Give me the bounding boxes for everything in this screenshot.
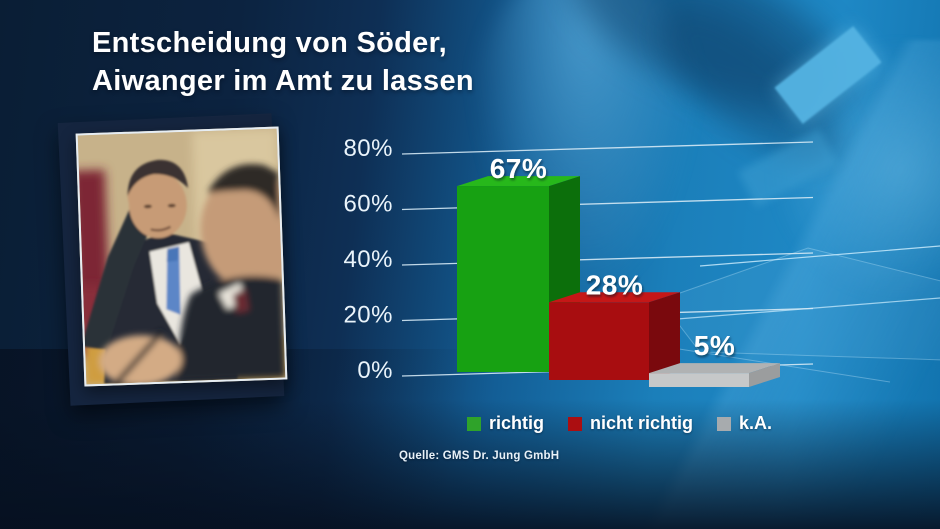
soeder-photo-illustration — [75, 128, 288, 387]
legend-label: richtig — [489, 413, 545, 433]
bar-k-a- — [649, 363, 780, 387]
chart-legend: richtig nicht richtig k.A. — [467, 413, 772, 434]
ytick-60: 60% — [343, 191, 393, 218]
page-title: Entscheidung von Söder, Aiwanger im Amt … — [92, 24, 474, 100]
value-label-nicht-richtig: 28% — [586, 269, 644, 300]
legend-label: k.A. — [739, 413, 773, 433]
value-label-k-a-: 5% — [694, 330, 735, 361]
legend-item-k-a-: k.A. — [717, 413, 772, 434]
bar-front-face — [549, 302, 649, 380]
legend-swatch — [568, 416, 583, 431]
ytick-20: 20% — [343, 302, 393, 329]
bar-side-face — [749, 363, 780, 387]
bar-side-face — [649, 292, 680, 380]
bar-front-face — [649, 373, 749, 387]
title-line-2: Aiwanger im Amt zu lassen — [92, 65, 474, 97]
bar-top-face — [457, 176, 580, 187]
bar-top-face — [649, 363, 780, 374]
chart-bars — [457, 176, 780, 387]
source-credit: Quelle: GMS Dr. Jung GmbH — [399, 450, 560, 462]
legend-swatch — [717, 416, 732, 431]
bar-nicht-richtig — [549, 292, 680, 380]
ytick-0: 0% — [357, 357, 393, 384]
legend-item-nicht-richtig: nicht richtig — [568, 413, 693, 434]
legend-label: nicht richtig — [590, 413, 694, 433]
value-label-richtig: 67% — [490, 153, 548, 184]
gridline-80 — [401, 141, 814, 155]
chart-value-labels: 67% 28% 5% — [490, 153, 735, 361]
ytick-80: 80% — [343, 135, 393, 162]
soeder-photo — [75, 126, 288, 387]
legend-swatch — [467, 416, 481, 431]
bar-top-face — [549, 292, 680, 303]
ytick-40: 40% — [343, 246, 393, 273]
chart-axis-labels: 80% 60% 40% 20% 0% — [343, 135, 393, 384]
bar-front-face — [457, 186, 549, 372]
title-line-1: Entscheidung von Söder, — [92, 27, 447, 59]
legend-item-richtig: richtig — [467, 413, 544, 434]
